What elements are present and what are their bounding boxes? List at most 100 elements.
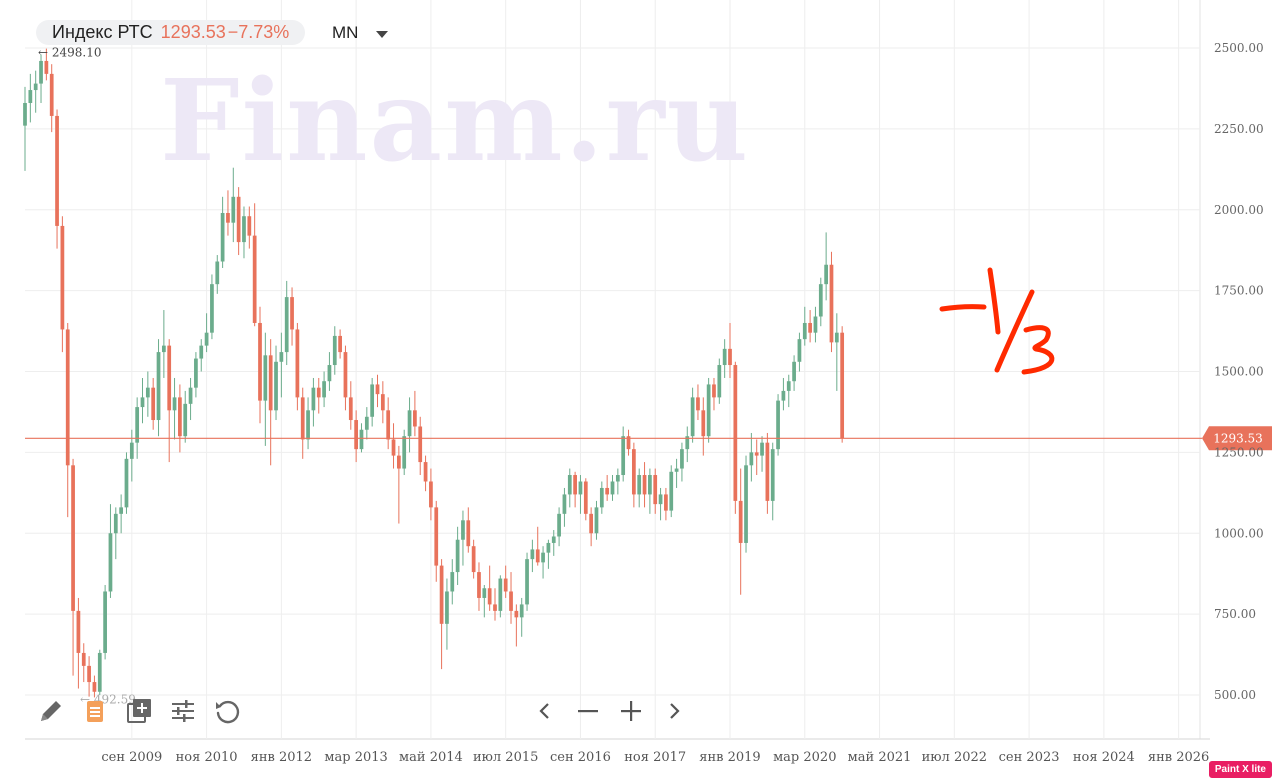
candle — [551, 530, 556, 556]
scroll-right-button[interactable] — [659, 696, 689, 726]
candle-body — [605, 487, 610, 495]
candle — [781, 377, 786, 411]
candle-body — [348, 397, 353, 421]
candle-body — [71, 465, 75, 611]
zoom-out-button[interactable] — [573, 696, 603, 726]
candle-body — [39, 60, 43, 84]
x-tick-label: ноя 2017 — [624, 750, 686, 765]
candle-body — [594, 507, 599, 534]
candle-body — [327, 365, 332, 382]
pencil-tool-button[interactable] — [36, 696, 66, 726]
candle — [706, 377, 711, 443]
last-price-tag — [1202, 426, 1272, 451]
candle-body — [680, 449, 684, 469]
candle — [194, 352, 198, 398]
scroll-left-button[interactable] — [530, 696, 560, 726]
candle-body — [418, 426, 423, 463]
reset-button[interactable] — [212, 696, 242, 726]
y-tick-label: 1750.00 — [1214, 284, 1264, 298]
candle-body — [194, 358, 198, 388]
x-tick-label: мар 2020 — [773, 750, 836, 765]
candle-body — [599, 487, 604, 508]
candle-body — [108, 533, 113, 592]
y-axis: 500.00 750.00 1000.00 1250.00 1500.00 1750.00… — [1214, 41, 1264, 702]
candle — [167, 339, 172, 463]
candle — [546, 539, 551, 569]
candle — [765, 432, 770, 514]
candle — [39, 54, 43, 103]
legend-change: −7.73% — [227, 22, 290, 42]
candle — [770, 442, 775, 521]
candle — [439, 559, 444, 670]
candle — [717, 358, 722, 404]
candle-body — [439, 565, 444, 624]
candle-body — [509, 591, 513, 611]
notes-tool-button[interactable] — [80, 696, 110, 726]
x-tick-label: июл 2015 — [473, 750, 538, 765]
app-badge: Paint X lite — [1208, 761, 1272, 778]
candle — [188, 377, 193, 421]
candle — [364, 407, 369, 440]
x-tick-label: сен 2023 — [999, 750, 1060, 765]
candle-body — [487, 588, 492, 605]
candle-body — [295, 329, 300, 398]
candle — [637, 468, 642, 508]
candle-body — [252, 235, 257, 323]
candle-body — [92, 682, 97, 692]
candle — [423, 455, 428, 492]
candle — [567, 468, 572, 508]
candle-body — [696, 397, 700, 411]
candle-body — [28, 90, 33, 103]
add-layer-button[interactable] — [124, 696, 154, 726]
candle — [375, 374, 380, 408]
zoom-in-button[interactable] — [616, 696, 646, 726]
x-tick-label: ноя 2024 — [1073, 750, 1135, 765]
candle — [295, 322, 300, 411]
candle-body — [648, 475, 652, 495]
settings-button[interactable] — [168, 696, 198, 726]
candle-body — [242, 216, 246, 243]
candle-body — [396, 455, 401, 469]
candle — [311, 377, 316, 427]
candle-body — [343, 352, 348, 398]
candle-body — [802, 322, 807, 340]
candle — [161, 310, 166, 378]
annotation-one-stroke — [987, 267, 1001, 335]
candle — [348, 381, 353, 430]
candle-body — [589, 513, 594, 534]
chart-legend[interactable]: Индекс РТС 1293.53 −7.73% — [36, 20, 306, 45]
candle — [690, 387, 695, 443]
candle-body — [690, 397, 695, 437]
timeframe-selector[interactable]: MN — [332, 22, 389, 44]
candle-body — [658, 494, 663, 505]
candle — [760, 436, 764, 472]
candle-body — [263, 355, 268, 401]
candle — [482, 585, 487, 618]
legend-price: 1293.53 — [160, 22, 226, 42]
candle-body — [183, 403, 188, 437]
candle — [65, 322, 70, 518]
candle-body — [642, 475, 647, 495]
candle — [242, 206, 246, 259]
candle-body — [749, 452, 754, 466]
candle — [631, 442, 636, 508]
x-tick-label: май 2014 — [399, 750, 463, 765]
candle-body — [332, 335, 337, 366]
candle-body — [135, 407, 140, 443]
candle — [386, 397, 391, 450]
candle-body — [311, 387, 316, 411]
candle-body — [701, 410, 706, 437]
candle-body — [519, 604, 524, 618]
candle — [557, 507, 561, 547]
candle — [477, 562, 481, 611]
candle — [824, 232, 829, 301]
x-axis: сен 2009 ноя 2010 янв 2012 мар 2013 май 2014… — [101, 750, 1209, 765]
add-layer-icon — [127, 699, 151, 723]
candle-body — [541, 552, 545, 563]
candle — [615, 468, 620, 495]
candle-body — [610, 481, 615, 495]
candle — [626, 429, 631, 456]
candle-body — [834, 332, 839, 343]
candle-body — [354, 420, 359, 450]
